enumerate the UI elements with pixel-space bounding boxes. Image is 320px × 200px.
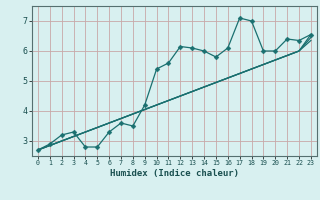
X-axis label: Humidex (Indice chaleur): Humidex (Indice chaleur) xyxy=(110,169,239,178)
